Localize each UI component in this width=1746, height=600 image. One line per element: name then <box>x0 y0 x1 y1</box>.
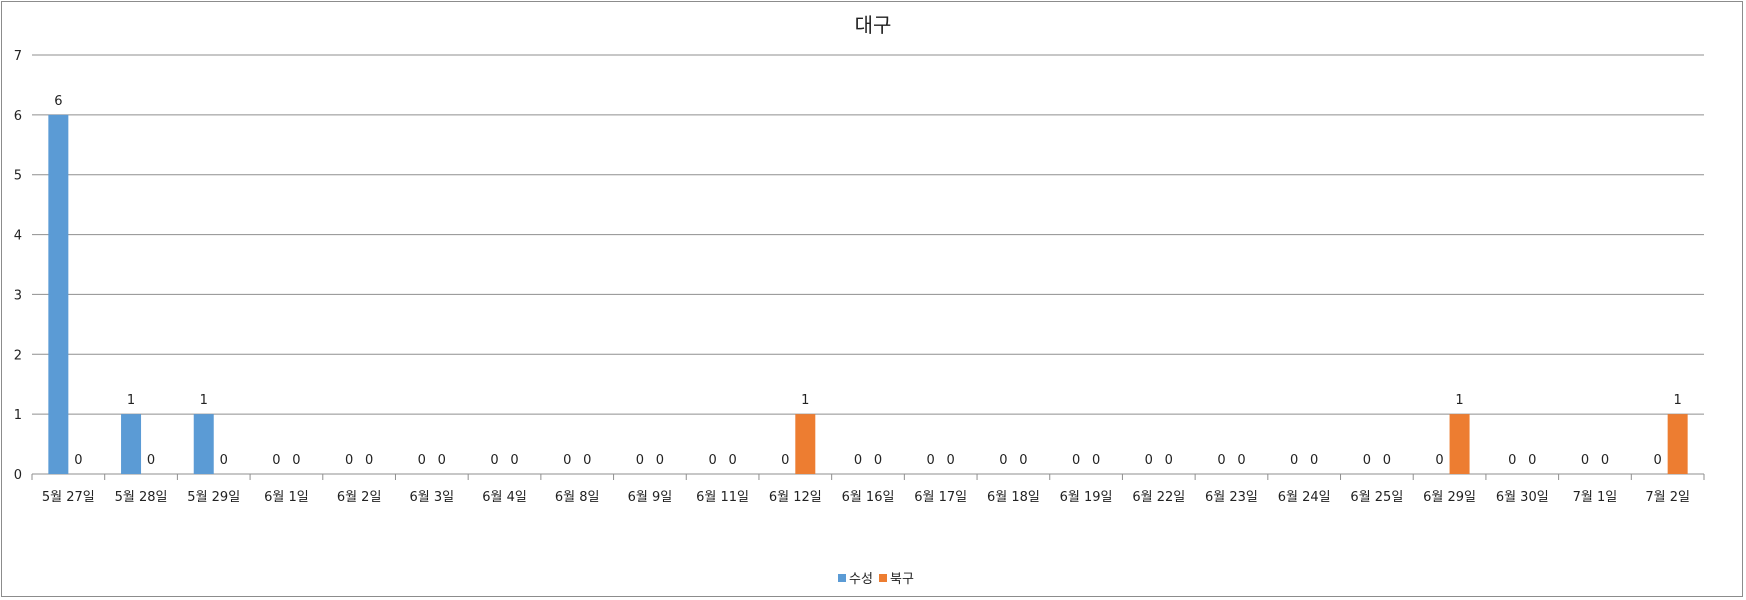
data-label: 0 <box>1363 453 1371 468</box>
x-tick-label: 6월 16일 <box>842 490 895 505</box>
data-label: 0 <box>1092 453 1100 468</box>
data-label: 0 <box>510 453 518 468</box>
x-tick-label: 6월 11일 <box>696 490 749 505</box>
x-tick-label: 6월 30일 <box>1496 490 1549 505</box>
x-tick-label: 6월 18일 <box>987 490 1040 505</box>
data-label: 1 <box>1455 393 1463 408</box>
data-label: 0 <box>1508 453 1516 468</box>
x-tick-label: 6월 12일 <box>769 490 822 505</box>
data-label: 0 <box>1019 453 1027 468</box>
x-tick-label: 6월 1일 <box>264 490 309 505</box>
x-tick-label: 6월 24일 <box>1278 490 1331 505</box>
x-tick-label: 6월 9일 <box>628 490 673 505</box>
data-label: 0 <box>1165 453 1173 468</box>
data-label: 1 <box>127 393 135 408</box>
data-label: 0 <box>656 453 664 468</box>
bar-수성 <box>121 414 142 474</box>
legend: 수성 북구 <box>838 572 914 587</box>
y-tick-label: 6 <box>14 109 22 124</box>
data-label: 0 <box>1145 453 1153 468</box>
x-tick-label: 6월 22일 <box>1132 490 1185 505</box>
data-label: 0 <box>927 453 935 468</box>
legend-swatch <box>838 574 846 582</box>
x-tick-label: 7월 1일 <box>1573 490 1618 505</box>
data-label: 0 <box>1601 453 1609 468</box>
x-tick-label: 6월 3일 <box>410 490 455 505</box>
legend-label: 수성 <box>849 572 873 587</box>
y-tick-label: 4 <box>14 229 22 244</box>
y-axis-ticks: 0 1 2 3 4 5 6 7 <box>14 49 22 483</box>
data-label: 0 <box>1237 453 1245 468</box>
data-label: 0 <box>1528 453 1536 468</box>
data-label: 0 <box>947 453 955 468</box>
x-tick-label: 6월 29일 <box>1423 490 1476 505</box>
data-label: 0 <box>365 453 373 468</box>
x-tick-label: 6월 8일 <box>555 490 600 505</box>
data-label: 0 <box>147 453 155 468</box>
x-tick-label: 6월 19일 <box>1060 490 1113 505</box>
x-axis-ticks: 5월 27일 5월 28일 5월 29일 6월 1일 6월 2일 6월 3일 6월 4일 6월… <box>31 474 1705 505</box>
data-label: 1 <box>1674 393 1682 408</box>
bar-북구 <box>1449 414 1470 474</box>
data-label: 0 <box>438 453 446 468</box>
data-label: 0 <box>74 453 82 468</box>
y-tick-label: 5 <box>14 169 22 184</box>
data-label: 0 <box>418 453 426 468</box>
data-label: 0 <box>583 453 591 468</box>
data-label: 0 <box>563 453 571 468</box>
x-tick-label: 5월 27일 <box>42 490 95 505</box>
data-label: 0 <box>874 453 882 468</box>
data-label: 0 <box>272 453 280 468</box>
data-label: 0 <box>854 453 862 468</box>
data-label: 0 <box>1310 453 1318 468</box>
data-label: 0 <box>490 453 498 468</box>
data-label: 0 <box>1654 453 1662 468</box>
x-tick-label: 7월 2일 <box>1645 490 1690 505</box>
bar-북구 <box>795 414 816 474</box>
data-label: 0 <box>1072 453 1080 468</box>
x-tick-label: 6월 25일 <box>1350 490 1403 505</box>
data-label: 0 <box>728 453 736 468</box>
data-label: 0 <box>1383 453 1391 468</box>
bar-수성 <box>193 414 214 474</box>
data-label: 0 <box>1217 453 1225 468</box>
legend-label: 북구 <box>890 572 914 587</box>
y-tick-label: 3 <box>14 288 22 303</box>
data-label: 0 <box>1581 453 1589 468</box>
x-tick-label: 6월 4일 <box>482 490 527 505</box>
data-label: 0 <box>1290 453 1298 468</box>
y-tick-label: 7 <box>14 49 22 64</box>
x-tick-label: 5월 29일 <box>187 490 240 505</box>
x-tick-label: 5월 28일 <box>115 490 168 505</box>
bar-북구 <box>1667 414 1688 474</box>
data-label: 1 <box>801 393 809 408</box>
bars <box>48 114 1688 474</box>
data-label: 0 <box>292 453 300 468</box>
chart-title: 대구 <box>855 13 892 37</box>
data-label: 0 <box>220 453 228 468</box>
data-label: 0 <box>781 453 789 468</box>
data-label: 0 <box>999 453 1007 468</box>
bar-수성 <box>48 114 69 474</box>
y-tick-label: 2 <box>14 348 22 363</box>
y-tick-label: 0 <box>14 468 22 483</box>
x-tick-label: 6월 2일 <box>337 490 382 505</box>
data-label: 0 <box>1435 453 1443 468</box>
x-tick-label: 6월 17일 <box>914 490 967 505</box>
data-label: 1 <box>200 393 208 408</box>
gridlines <box>32 54 1704 475</box>
data-label: 6 <box>54 94 62 109</box>
x-tick-label: 6월 23일 <box>1205 490 1258 505</box>
data-label: 0 <box>345 453 353 468</box>
y-tick-label: 1 <box>14 408 22 423</box>
data-label: 0 <box>708 453 716 468</box>
data-label: 0 <box>636 453 644 468</box>
legend-swatch <box>879 574 887 582</box>
